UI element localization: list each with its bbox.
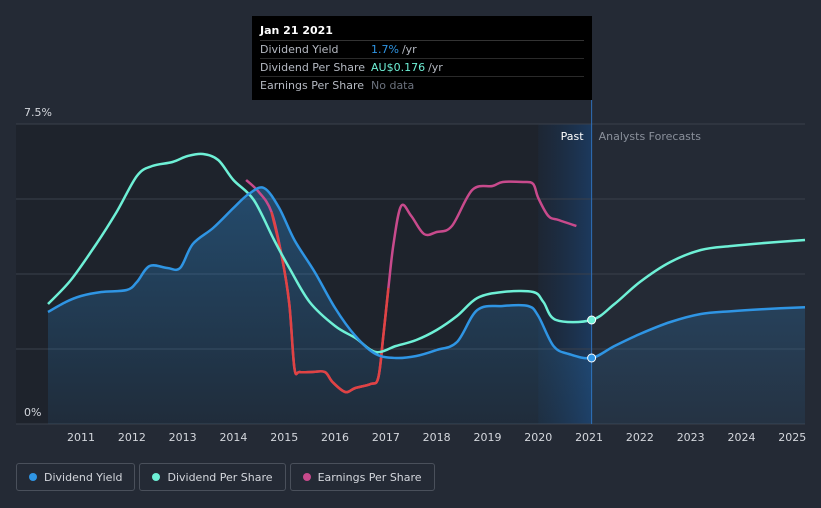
x-tick-label: 2025 (778, 431, 806, 444)
x-tick-label: 2014 (219, 431, 247, 444)
tooltip-value: 1.7% (371, 43, 399, 56)
x-tick-label: 2018 (423, 431, 451, 444)
dividend-per-share-line (47, 152, 806, 354)
x-tick-label: 2013 (169, 431, 197, 444)
chart-legend: Dividend Yield Dividend Per Share Earnin… (16, 463, 435, 491)
tooltip-unit: /yr (401, 43, 417, 56)
tooltip-label: Dividend Yield (260, 43, 339, 56)
tooltip-label: Earnings Per Share (260, 79, 365, 92)
x-tick-label: 2020 (524, 431, 552, 444)
dividend-yield-marker (587, 353, 597, 363)
legend-label: Dividend Yield (44, 470, 123, 484)
x-tick-label: 2012 (118, 431, 146, 444)
x-tick-label: 2016 (321, 431, 349, 444)
tooltip-label: Dividend Per Share (260, 61, 366, 74)
y-axis-top-label: 7.5% (24, 106, 52, 119)
tooltip-unit: /yr (428, 61, 443, 74)
x-tick-label: 2023 (677, 431, 705, 444)
y-axis-bottom-label: 0% (24, 406, 41, 419)
x-tick-label: 2017 (372, 431, 400, 444)
dividend-yield-line (47, 186, 806, 360)
tooltip-row-yield: Dividend Yield 1.7% /yr (260, 41, 584, 59)
legend-dot-icon (29, 473, 37, 481)
legend-dot-icon (152, 473, 161, 481)
dividend-per-share-marker (587, 315, 597, 325)
x-tick-label: 2015 (270, 431, 298, 444)
data-tooltip: Jan 21 2021 Dividend Yield 1.7% /yr Divi… (252, 16, 592, 100)
legend-label: Dividend Per Share (167, 470, 273, 484)
legend-dividend-yield[interactable]: Dividend Yield (16, 463, 136, 491)
eps-line-dip (270, 211, 390, 394)
x-axis-ticks: 2011 2012 2013 2014 2015 2016 2017 2018 2019 2020… (67, 431, 806, 444)
past-label: Past (561, 130, 585, 143)
tooltip-row-eps: Earnings Per Share No data (260, 77, 584, 94)
legend-earnings-per-share[interactable]: Earnings Per Share (289, 463, 435, 491)
tooltip-value: AU$0.176 (371, 61, 426, 74)
x-tick-label: 2019 (473, 431, 501, 444)
tooltip-value: No data (371, 79, 415, 92)
x-tick-label: 2021 (575, 431, 603, 444)
legend-label: Earnings Per Share (317, 470, 422, 484)
dividend-yield-area (48, 187, 805, 424)
tooltip-date: Jan 21 2021 (260, 22, 584, 41)
x-tick-label: 2022 (626, 431, 654, 444)
x-tick-label: 2011 (67, 431, 95, 444)
legend-dividend-per-share[interactable]: Dividend Per Share (139, 463, 286, 491)
tooltip-row-dps: Dividend Per Share AU$0.176 /yr (260, 59, 584, 77)
analysts-forecasts-label: Analysts Forecasts (599, 130, 702, 143)
x-tick-label: 2024 (727, 431, 755, 444)
legend-dot-icon (302, 473, 311, 481)
